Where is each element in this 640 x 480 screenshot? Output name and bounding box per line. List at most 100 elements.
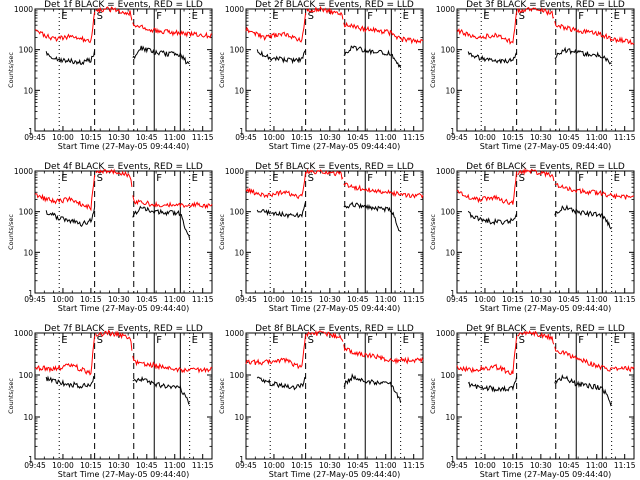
x-tick-label: 11:00 — [586, 461, 608, 470]
marker-label: F — [367, 335, 373, 346]
x-tick-label: 10:00 — [474, 295, 496, 304]
y-tick-label: 1 — [28, 289, 33, 298]
x-tick-label: 10:30 — [108, 133, 130, 142]
y-tick-label: 1 — [450, 289, 455, 298]
marker-label: S — [519, 335, 525, 346]
y-axis-label: Counts/sec — [218, 52, 226, 88]
x-tick-label: 10:45 — [558, 461, 580, 470]
marker-label: E — [272, 335, 278, 346]
marker-label: S — [97, 173, 103, 184]
x-tick-label: 10:45 — [347, 295, 369, 304]
panel-5: Det 5f BLACK = Events, RED = LLD 1 10 100 10… — [218, 162, 425, 313]
marker-label: S — [308, 11, 314, 22]
x-tick-label: 09:45 — [446, 461, 468, 470]
x-tick-label: 10:00 — [263, 295, 285, 304]
x-tick-label: 10:45 — [347, 133, 369, 142]
panel-title: Det 4f BLACK = Events, RED = LLD — [44, 162, 203, 172]
x-tick-label: 10:45 — [558, 133, 580, 142]
x-tick-label: 10:30 — [319, 133, 341, 142]
plot-frame — [245, 332, 424, 460]
y-tick-label: 100 — [230, 371, 245, 380]
x-tick-label: 11:15 — [614, 133, 636, 142]
marker-label: F — [367, 173, 373, 184]
x-axis-label: Start Time (27-May-05 09:44:40) — [480, 470, 611, 479]
y-tick-label: 1 — [239, 455, 244, 464]
y-axis-label: Counts/sec — [7, 378, 15, 414]
marker-label: E — [403, 11, 409, 22]
plot-frame — [34, 332, 213, 460]
marker-label: S — [308, 335, 314, 346]
x-tick-label: 11:00 — [164, 295, 186, 304]
marker-label: S — [519, 173, 525, 184]
panel-title: Det 5f BLACK = Events, RED = LLD — [255, 162, 414, 172]
marker-label: E — [192, 335, 198, 346]
y-tick-label: 1 — [239, 127, 244, 136]
x-tick-label: 10:30 — [530, 295, 552, 304]
marker-label: E — [61, 335, 67, 346]
events-trace — [45, 375, 190, 405]
x-tick-label: 10:15 — [291, 295, 313, 304]
lld-trace — [245, 5, 424, 45]
x-tick-label: 10:45 — [347, 461, 369, 470]
x-tick-label: 10:45 — [558, 295, 580, 304]
x-tick-label: 11:00 — [586, 295, 608, 304]
x-axis-label: Start Time (27-May-05 09:44:40) — [269, 470, 400, 479]
y-tick-label: 1000 — [436, 329, 455, 338]
y-tick-label: 100 — [19, 46, 34, 55]
y-tick-label: 100 — [230, 46, 245, 55]
x-tick-label: 11:15 — [403, 133, 425, 142]
lld-trace — [34, 329, 213, 376]
panel-title: Det 3f BLACK = Events, RED = LLD — [466, 0, 625, 10]
plot-frame — [34, 8, 213, 132]
x-tick-label: 10:15 — [502, 461, 524, 470]
x-tick-label: 10:00 — [52, 133, 74, 142]
x-tick-label: 09:45 — [235, 295, 257, 304]
panel-6: Det 6f BLACK = Events, RED = LLD 1 10 100 10… — [429, 162, 636, 313]
x-axis-label: Start Time (27-May-05 09:44:40) — [269, 304, 400, 313]
y-axis-label: Counts/sec — [429, 378, 437, 414]
panel-title: Det 2f BLACK = Events, RED = LLD — [255, 0, 414, 10]
y-axis-label: Counts/sec — [7, 52, 15, 88]
panel-1: Det 1f BLACK = Events, RED = LLD 1 10 100 10… — [7, 0, 214, 151]
events-trace — [256, 372, 402, 403]
y-tick-label: 1000 — [225, 5, 244, 14]
lld-trace — [34, 168, 213, 212]
x-tick-label: 10:30 — [108, 461, 130, 470]
y-tick-label: 1000 — [225, 329, 244, 338]
y-tick-label: 1 — [239, 289, 244, 298]
x-tick-label: 10:00 — [52, 295, 74, 304]
marker-label: E — [192, 11, 198, 22]
x-tick-label: 10:15 — [291, 133, 313, 142]
events-trace — [467, 46, 612, 65]
marker-label: F — [156, 335, 162, 346]
y-axis-label: Counts/sec — [7, 214, 15, 250]
x-tick-label: 10:15 — [80, 295, 102, 304]
plot-frame — [456, 8, 635, 132]
x-tick-label: 09:45 — [446, 133, 468, 142]
y-tick-label: 1 — [450, 127, 455, 136]
marker-label: E — [614, 335, 620, 346]
y-tick-label: 10 — [234, 248, 244, 257]
events-trace — [256, 201, 401, 232]
marker-label: E — [614, 173, 620, 184]
y-axis-label: Counts/sec — [218, 378, 226, 414]
y-tick-label: 1000 — [14, 5, 33, 14]
x-tick-label: 10:30 — [319, 295, 341, 304]
marker-label: E — [403, 335, 409, 346]
panel-title: Det 6f BLACK = Events, RED = LLD — [466, 162, 625, 172]
plot-frame — [456, 332, 635, 460]
x-tick-label: 11:15 — [192, 461, 214, 470]
marker-label: F — [578, 11, 584, 22]
x-tick-label: 11:00 — [164, 461, 186, 470]
x-tick-label: 09:45 — [235, 461, 257, 470]
marker-label: S — [97, 335, 103, 346]
x-axis-label: Start Time (27-May-05 09:44:40) — [269, 142, 400, 151]
y-tick-label: 1000 — [225, 167, 244, 176]
y-tick-label: 1 — [450, 455, 455, 464]
lld-trace — [456, 167, 634, 206]
x-tick-label: 10:30 — [319, 461, 341, 470]
marker-label: S — [308, 173, 314, 184]
panel-8: Det 8f BLACK = Events, RED = LLD 1 10 100 10… — [218, 324, 425, 479]
x-tick-label: 10:45 — [136, 461, 158, 470]
